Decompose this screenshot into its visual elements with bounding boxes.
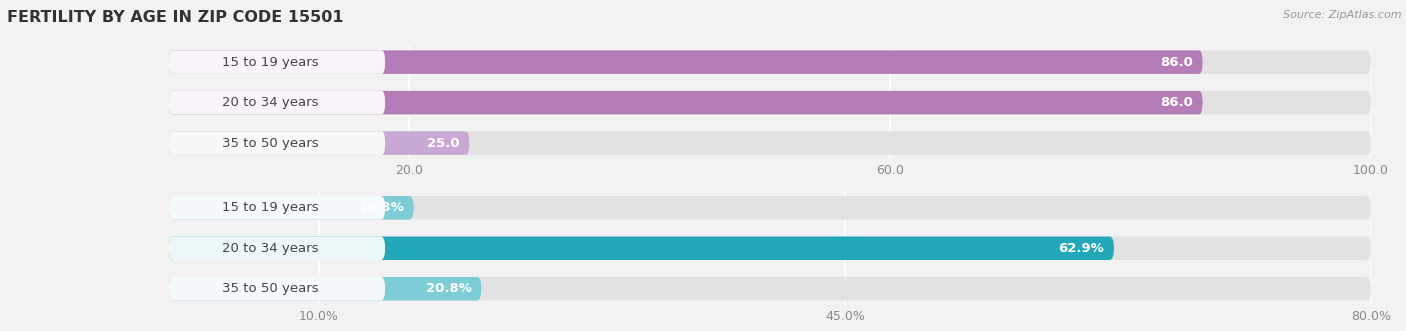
- FancyBboxPatch shape: [169, 237, 1371, 260]
- FancyBboxPatch shape: [169, 196, 1371, 219]
- Text: 16.3%: 16.3%: [359, 201, 404, 214]
- Text: 20 to 34 years: 20 to 34 years: [222, 96, 319, 109]
- FancyBboxPatch shape: [169, 91, 1202, 114]
- Text: 62.9%: 62.9%: [1059, 242, 1104, 255]
- Text: 15 to 19 years: 15 to 19 years: [222, 56, 319, 69]
- FancyBboxPatch shape: [169, 131, 385, 155]
- FancyBboxPatch shape: [169, 50, 1371, 74]
- FancyBboxPatch shape: [169, 91, 385, 114]
- FancyBboxPatch shape: [169, 91, 1371, 114]
- Text: 86.0: 86.0: [1160, 56, 1192, 69]
- Text: 25.0: 25.0: [427, 137, 460, 150]
- Text: Source: ZipAtlas.com: Source: ZipAtlas.com: [1284, 10, 1402, 20]
- FancyBboxPatch shape: [169, 50, 1202, 74]
- Text: FERTILITY BY AGE IN ZIP CODE 15501: FERTILITY BY AGE IN ZIP CODE 15501: [7, 10, 343, 25]
- FancyBboxPatch shape: [169, 50, 385, 74]
- FancyBboxPatch shape: [169, 237, 385, 260]
- FancyBboxPatch shape: [169, 277, 385, 301]
- FancyBboxPatch shape: [169, 277, 1371, 301]
- Text: 35 to 50 years: 35 to 50 years: [222, 282, 319, 295]
- Text: 20 to 34 years: 20 to 34 years: [222, 242, 319, 255]
- FancyBboxPatch shape: [169, 131, 470, 155]
- Text: 15 to 19 years: 15 to 19 years: [222, 201, 319, 214]
- FancyBboxPatch shape: [169, 277, 481, 301]
- FancyBboxPatch shape: [169, 237, 1114, 260]
- FancyBboxPatch shape: [169, 131, 1371, 155]
- Text: 35 to 50 years: 35 to 50 years: [222, 137, 319, 150]
- FancyBboxPatch shape: [169, 196, 413, 219]
- FancyBboxPatch shape: [169, 196, 385, 219]
- Text: 86.0: 86.0: [1160, 96, 1192, 109]
- Text: 20.8%: 20.8%: [426, 282, 471, 295]
